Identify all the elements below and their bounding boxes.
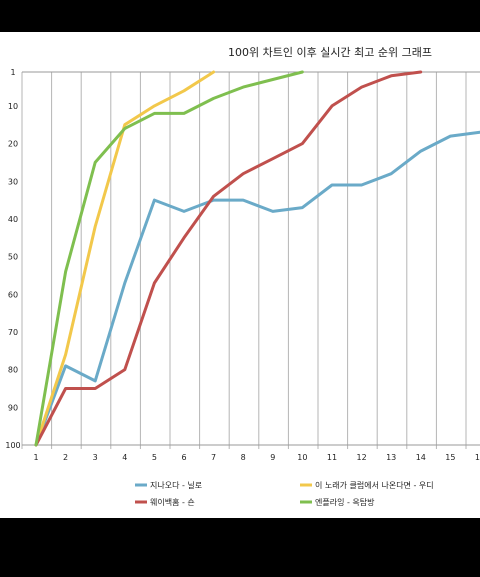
series-line-3 (34, 70, 423, 447)
series-line-1 (34, 130, 480, 447)
y-tick-label: 30 (8, 177, 18, 186)
legend-label: 웨이백홈 - 숀 (150, 497, 195, 507)
legend-label: 지나오다 - 닐로 (150, 480, 202, 490)
x-tick-label: 6 (181, 453, 186, 462)
y-tick-label: 20 (8, 140, 18, 149)
x-tick-label: 10 (297, 453, 307, 462)
x-tick-label: 13 (386, 453, 396, 462)
line-chart: 100위 차트인 이후 실시간 최고 순위 그래프 1 10 20 30 40 50 60 7… (5, 46, 480, 507)
x-tick-label: 2 (63, 453, 68, 462)
x-tick-label: 4 (122, 453, 127, 462)
y-tick-label: 50 (8, 253, 18, 262)
legend-label: 엔플라잉 - 옥탑방 (315, 497, 375, 507)
series-line-4 (34, 70, 304, 447)
chart-title: 100위 차트인 이후 실시간 최고 순위 그래프 (228, 46, 432, 59)
x-tick-label: 16 (475, 453, 480, 462)
chart-panel: 100위 차트인 이후 실시간 최고 순위 그래프 1 10 20 30 40 50 60 7… (0, 32, 480, 518)
x-tick-label: 9 (270, 453, 275, 462)
x-tick-label: 11 (327, 453, 337, 462)
y-tick-label: 80 (8, 366, 18, 375)
x-tick-label: 8 (241, 453, 246, 462)
x-tick-label: 14 (416, 453, 426, 462)
x-tick-label: 3 (93, 453, 98, 462)
series-line-2 (34, 70, 216, 447)
x-tick-label: 5 (152, 453, 157, 462)
x-tick-label: 7 (211, 453, 216, 462)
y-tick-label: 90 (8, 403, 18, 412)
y-tick-label: 60 (8, 290, 18, 299)
y-tick-label: 10 (8, 102, 18, 111)
x-tick-label: 15 (445, 453, 455, 462)
y-tick-label: 100 (5, 441, 20, 450)
y-tick-label: 1 (10, 68, 15, 77)
x-tick-label: 1 (33, 453, 38, 462)
y-tick-label: 70 (8, 328, 18, 337)
x-tick-label: 12 (357, 453, 367, 462)
y-tick-label: 40 (8, 215, 18, 224)
legend-label: 이 노래가 클럽에서 나온다면 - 우디 (315, 480, 434, 490)
series-layer (34, 70, 480, 447)
